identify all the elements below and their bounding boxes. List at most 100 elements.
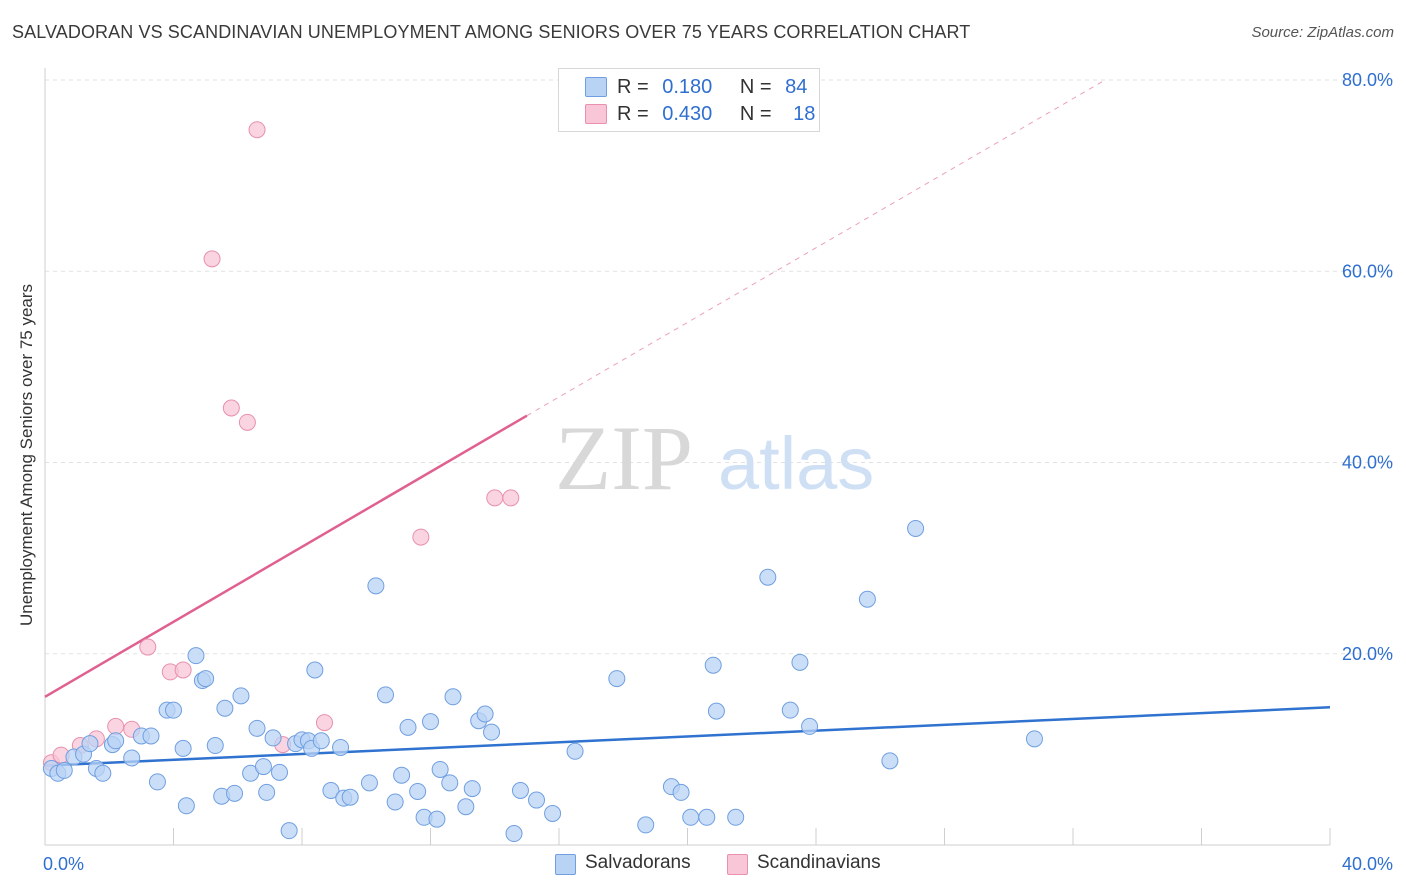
legend-row-salvadorans: R = 0.180 N = 84 (617, 76, 807, 99)
point-salvadorans (264, 729, 282, 747)
trend-line-scandinavians (44, 414, 528, 698)
legend-swatch-scandinavians (585, 104, 607, 124)
point-salvadorans (94, 764, 112, 782)
point-salvadorans (707, 702, 725, 720)
point-salvadorans (206, 737, 224, 755)
point-salvadorans (258, 783, 276, 801)
point-salvadorans (177, 797, 195, 815)
legend-n-label: N = (739, 76, 772, 98)
point-salvadorans (165, 701, 182, 719)
bottom-legend-swatch-salvadorans (555, 854, 576, 875)
point-salvadorans (428, 810, 446, 828)
point-salvadorans (312, 732, 330, 750)
point-salvadorans (791, 653, 809, 671)
point-salvadorans (704, 656, 722, 674)
point-salvadorans (386, 793, 404, 811)
point-salvadorans (566, 742, 584, 760)
point-salvadorans (637, 816, 655, 834)
point-salvadorans (682, 808, 700, 826)
bottom-legend-swatch-scandinavians (727, 854, 748, 875)
point-salvadorans (123, 749, 141, 767)
point-salvadorans (544, 804, 562, 822)
point-scandinavians (502, 489, 520, 507)
legend-n-label: N = (739, 103, 772, 125)
point-salvadorans (216, 699, 234, 717)
point-salvadorans (476, 705, 494, 723)
point-salvadorans (377, 686, 395, 704)
point-salvadorans (332, 738, 350, 756)
legend-swatch-salvadorans (585, 77, 607, 97)
point-salvadorans (393, 766, 411, 784)
chart-title: SALVADORAN VS SCANDINAVIAN UNEMPLOYMENT … (12, 22, 971, 42)
trend-line-salvadorans (44, 706, 1331, 767)
point-scandinavians (222, 399, 240, 417)
point-salvadorans (306, 661, 324, 679)
point-salvadorans (483, 723, 501, 741)
watermark-atlas: atlas (718, 422, 874, 505)
point-scandinavians (412, 528, 430, 546)
point-salvadorans (399, 718, 417, 736)
y-axis-label: Unemployment Among Seniors over 75 years (17, 283, 36, 627)
point-scandinavians (238, 413, 256, 431)
bottom-legend-salvadorans: Salvadorans (585, 852, 691, 873)
point-salvadorans (431, 760, 449, 778)
point-salvadorans (907, 519, 925, 537)
trend-lines (44, 79, 1331, 767)
point-salvadorans (858, 590, 876, 608)
gridlines (45, 79, 1395, 655)
legend-n-value: 18 (793, 103, 816, 125)
point-salvadorans (187, 647, 205, 665)
point-salvadorans (608, 670, 626, 688)
watermark-zip: ZIP (555, 407, 693, 509)
point-scandinavians (315, 714, 333, 732)
point-salvadorans (698, 808, 716, 826)
point-salvadorans (107, 732, 125, 750)
point-salvadorans (1025, 730, 1043, 748)
legend-r-value: 0.430 (662, 103, 713, 125)
y-tick-label: 20.0% (1342, 644, 1393, 664)
point-scandinavians (486, 489, 504, 507)
point-scandinavians (107, 717, 125, 735)
data-points (42, 121, 1043, 843)
point-salvadorans (232, 687, 250, 705)
point-salvadorans (422, 713, 439, 731)
point-scandinavians (203, 250, 221, 268)
legend-row-scandinavians: R = 0.430 N = 18 (617, 103, 815, 126)
point-salvadorans (226, 784, 244, 802)
point-salvadorans (280, 822, 298, 840)
source-label: Source: ZipAtlas.com (1251, 24, 1394, 41)
point-salvadorans (197, 670, 215, 688)
bottom-legend-scandinavians: Scandinavians (757, 852, 881, 873)
point-salvadorans (174, 739, 192, 757)
point-salvadorans (322, 781, 340, 799)
point-salvadorans (457, 798, 475, 816)
point-salvadorans (881, 752, 899, 770)
point-salvadorans (781, 701, 799, 719)
x-tick-label: 40.0% (1342, 854, 1393, 874)
x-tick-label: 0.0% (43, 854, 84, 874)
point-salvadorans (511, 781, 529, 799)
point-salvadorans (441, 774, 459, 792)
axes (44, 68, 1331, 846)
point-salvadorans (55, 761, 73, 779)
point-scandinavians (248, 121, 266, 139)
point-salvadorans (672, 783, 690, 801)
point-salvadorans (409, 782, 427, 800)
point-salvadorans (505, 825, 523, 843)
point-scandinavians (139, 638, 157, 656)
legend-r-label: R = (617, 76, 649, 98)
point-salvadorans (142, 727, 160, 745)
legend-r-value: 0.180 (662, 76, 713, 98)
point-salvadorans (360, 774, 378, 792)
point-salvadorans (528, 791, 546, 809)
trend-line-scandinavians-extension (526, 79, 1106, 417)
point-salvadorans (801, 717, 819, 735)
point-salvadorans (81, 735, 99, 753)
point-salvadorans (341, 788, 359, 806)
point-salvadorans (248, 719, 266, 737)
point-salvadorans (254, 758, 272, 776)
y-tick-label: 60.0% (1342, 261, 1393, 281)
legend-n-value: 84 (785, 76, 808, 98)
point-salvadorans (444, 688, 462, 706)
